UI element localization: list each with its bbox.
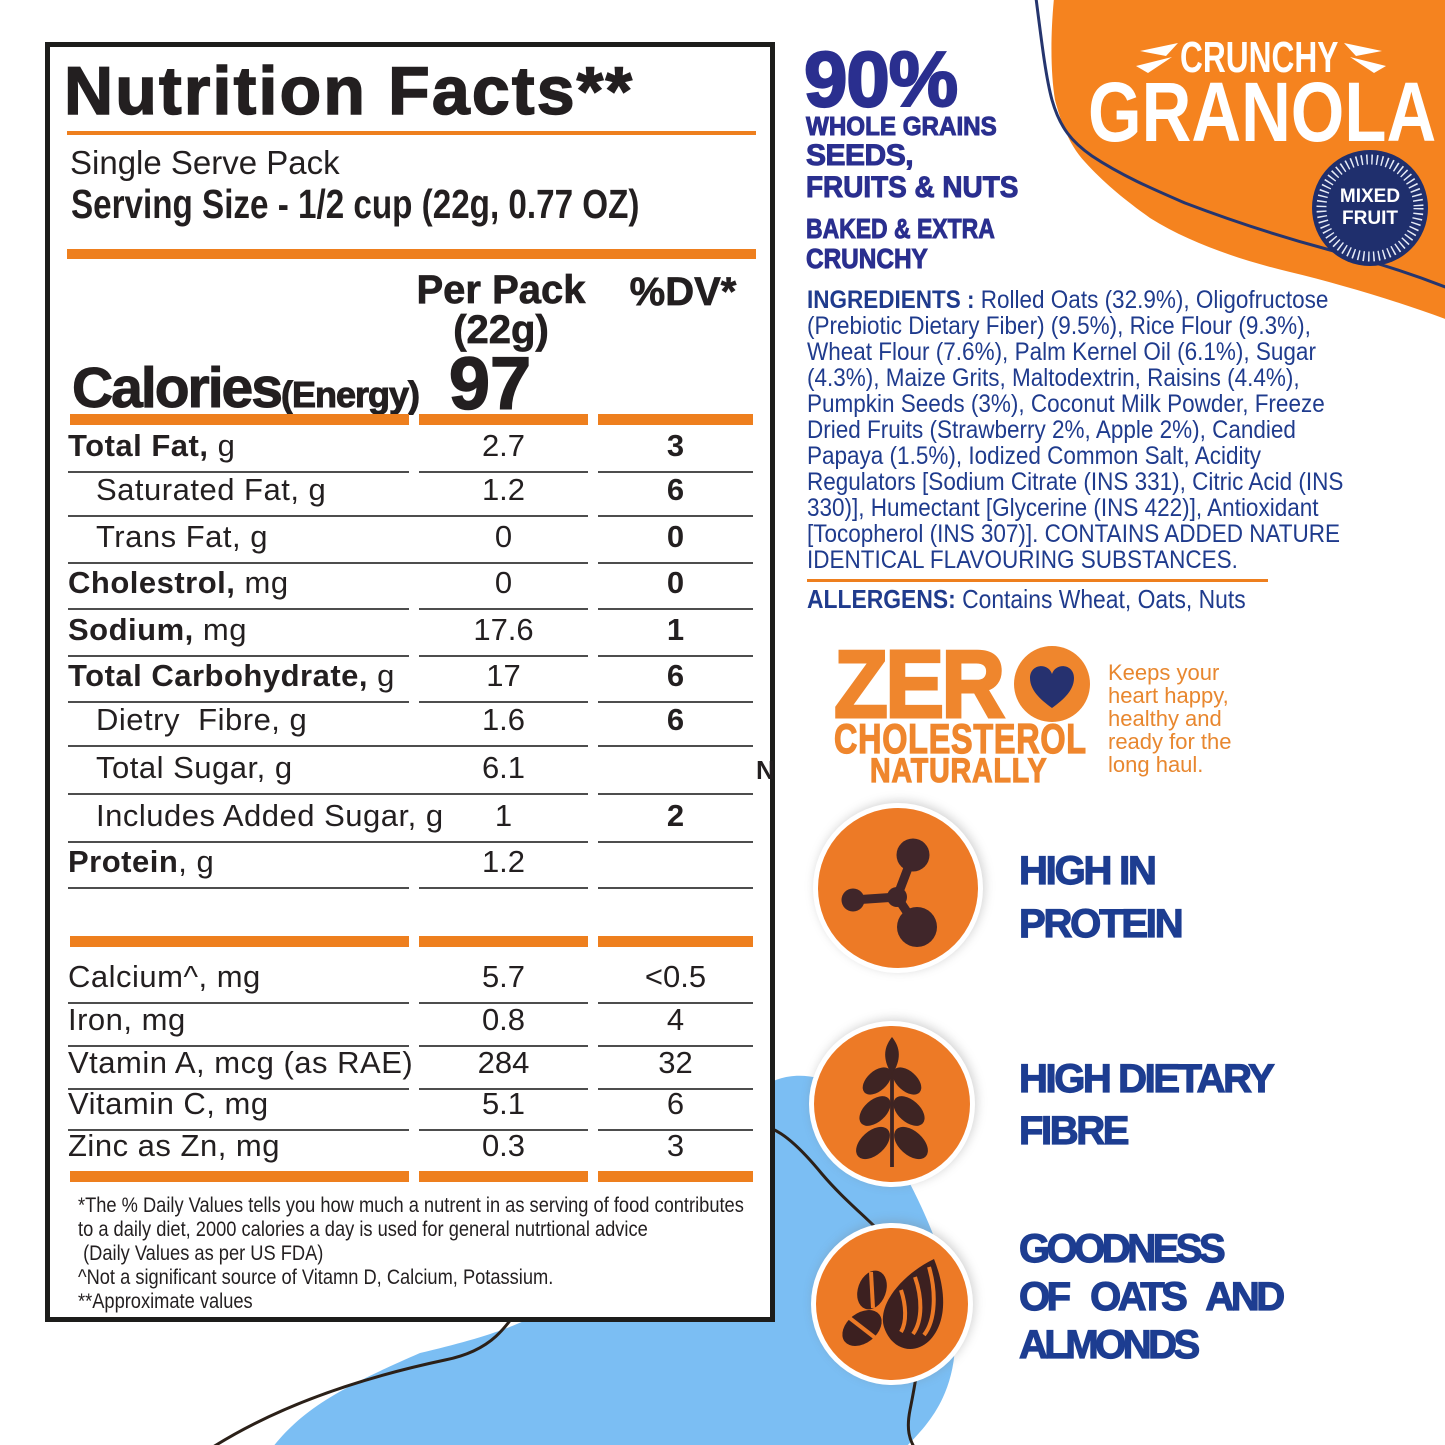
svg-text:MIXED: MIXED bbox=[1340, 186, 1400, 207]
svg-text:FRUIT: FRUIT bbox=[1342, 208, 1398, 229]
